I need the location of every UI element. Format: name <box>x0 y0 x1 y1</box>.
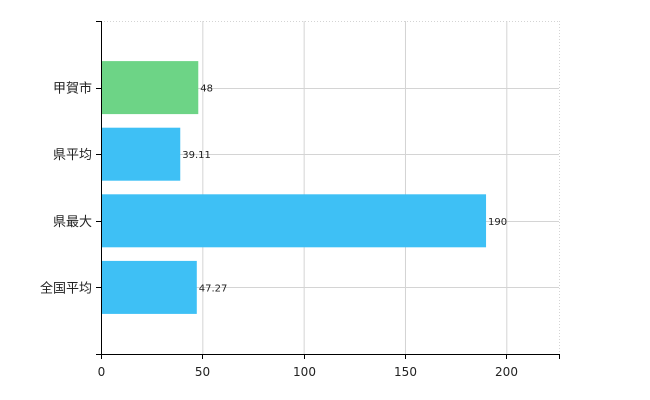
bars <box>102 61 487 314</box>
x-tick-label: 100 <box>293 365 316 379</box>
y-tick-label: 全国平均 <box>40 280 92 296</box>
data-label: 48 <box>200 84 213 95</box>
bar <box>102 194 487 248</box>
x-tick-label: 0 <box>98 365 106 379</box>
axes <box>96 21 560 359</box>
labels: 48 甲賀市 39.11 県平均 190 県最大 47.27 全国平均 0 50 100 150 200 <box>40 81 518 379</box>
bar <box>102 127 181 181</box>
x-tick-label: 150 <box>394 365 417 379</box>
bar <box>102 260 197 314</box>
x-tick-label: 200 <box>495 365 518 379</box>
y-tick-label: 甲賀市 <box>53 81 92 97</box>
x-tick-label: 50 <box>195 365 210 379</box>
bar <box>102 61 199 115</box>
data-label: 190 <box>488 217 507 228</box>
y-tick-label: 県平均 <box>53 148 92 163</box>
grid-lines <box>101 21 560 354</box>
data-label: 47.27 <box>199 283 228 294</box>
y-tick-label: 県最大 <box>53 215 92 230</box>
data-label: 39.11 <box>182 150 211 161</box>
